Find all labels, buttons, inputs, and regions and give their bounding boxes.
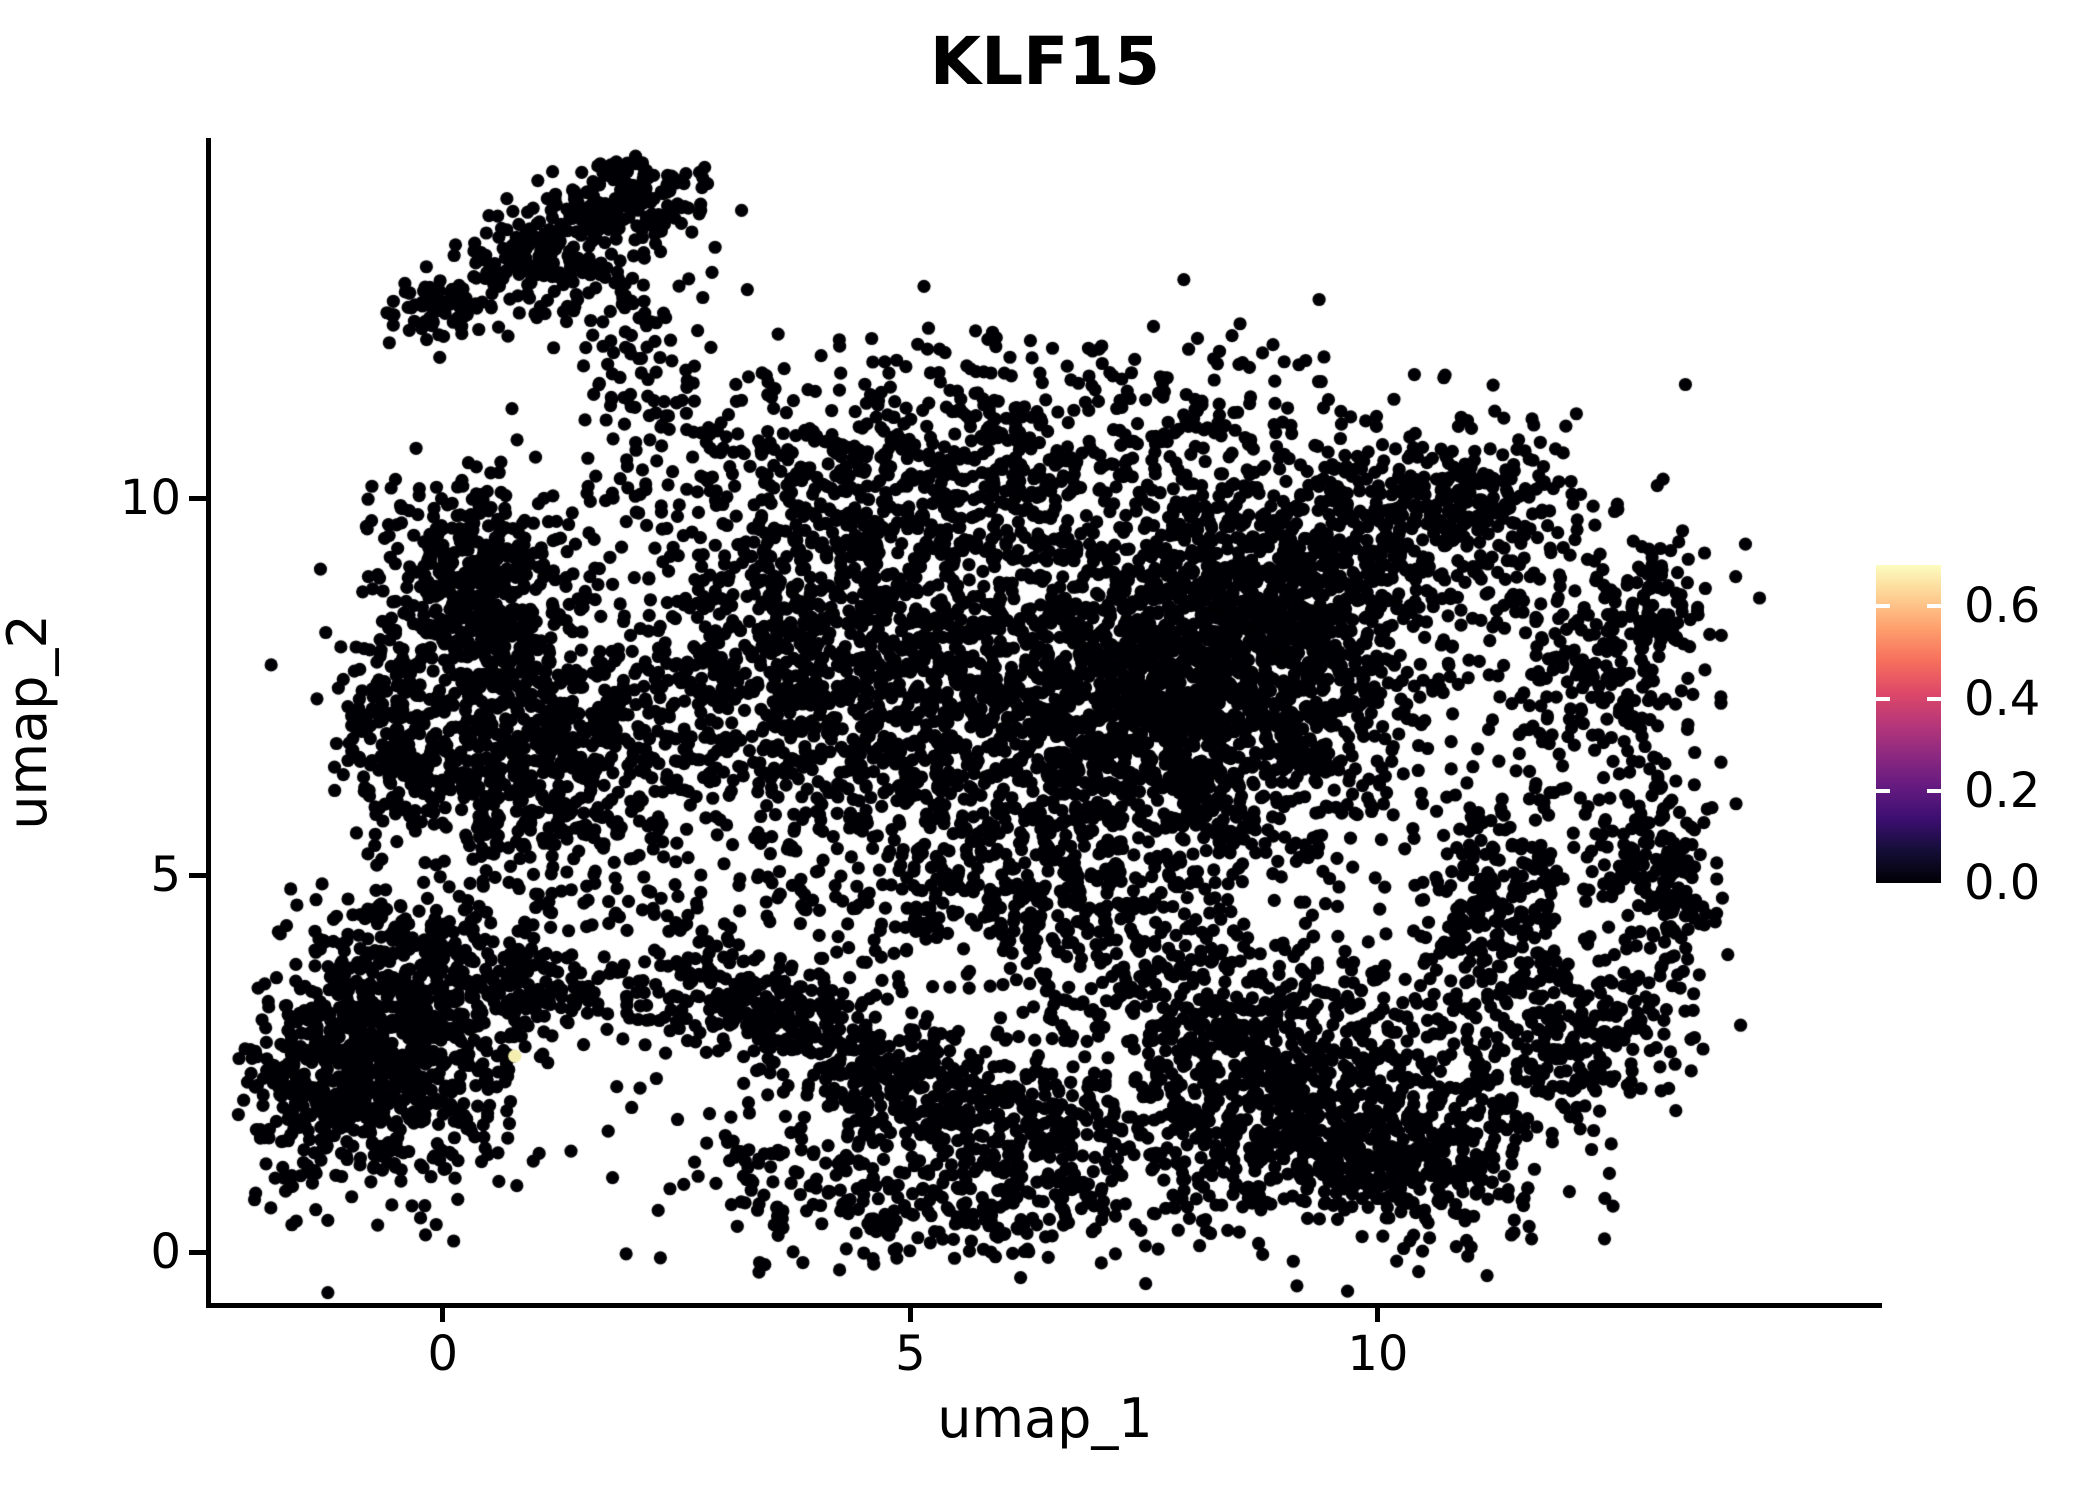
colorbar-tick-label: 0.2	[1964, 762, 2041, 819]
colorbar-tick-label: 0.0	[1964, 855, 2041, 911]
x-tick-mark	[440, 1305, 446, 1322]
x-tick-label: 10	[1347, 1326, 1409, 1382]
colorbar-tick-label: 0.6	[1964, 578, 2041, 635]
y-tick-mark	[189, 872, 206, 878]
x-tick-mark	[1375, 1305, 1381, 1322]
colorbar-gradient	[1876, 565, 1941, 883]
colorbar-tick-notch	[1876, 604, 1890, 609]
y-tick-label: 0	[150, 1224, 181, 1281]
x-tick-mark	[907, 1305, 913, 1322]
x-axis-title: umap_1	[937, 1387, 1153, 1450]
y-tick-label: 5	[150, 847, 181, 904]
colorbar-tick-notch	[1927, 696, 1941, 701]
colorbar-tick-notch	[1876, 788, 1890, 793]
y-tick-mark	[189, 495, 206, 501]
colorbar-tick-notch	[1927, 788, 1941, 793]
plot-title: KLF15	[929, 23, 1161, 100]
colorbar-tick-notch	[1876, 696, 1890, 701]
x-tick-label: 5	[895, 1326, 926, 1382]
x-axis-line	[206, 1303, 1882, 1308]
y-axis-line	[206, 138, 211, 1308]
colorbar-tick-notch	[1927, 604, 1941, 609]
x-tick-label: 0	[427, 1326, 459, 1382]
y-tick-mark	[189, 1249, 206, 1255]
y-tick-label: 10	[119, 470, 181, 527]
colorbar-tick-label: 0.4	[1964, 670, 2041, 727]
y-axis-title: umap_2	[0, 614, 59, 830]
